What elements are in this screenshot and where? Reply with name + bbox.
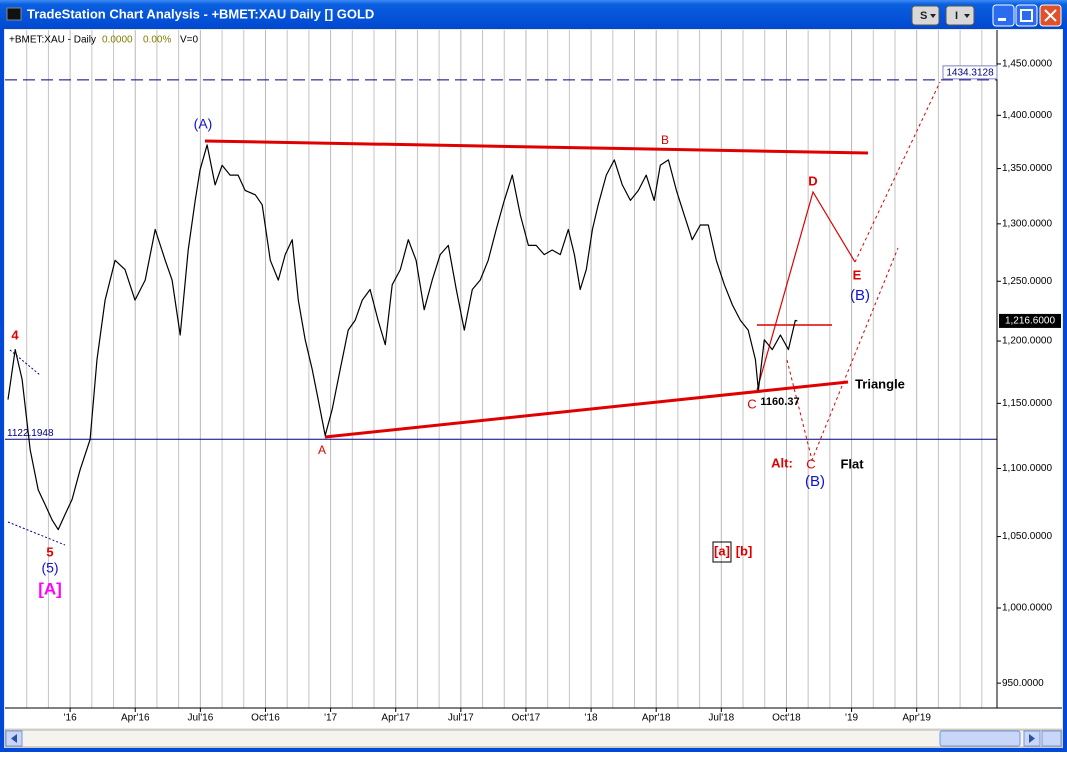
x-tick-label: '19	[845, 713, 858, 724]
x-tick-label: Jul'16	[187, 713, 213, 724]
close-button[interactable]	[1039, 4, 1062, 27]
wave-label: D	[808, 173, 817, 188]
channel-line	[9, 349, 41, 376]
window-title: TradeStation Chart Analysis - +BMET:XAU …	[27, 6, 374, 21]
minimize-button[interactable]	[992, 4, 1015, 27]
wave-label: [a]	[714, 543, 730, 558]
wave-label: [b]	[736, 543, 753, 558]
s-button-label[interactable]: S	[920, 10, 927, 22]
i-button-label[interactable]: I	[955, 10, 958, 22]
i-button[interactable]: I	[945, 5, 975, 26]
wave-label: 5	[46, 544, 53, 559]
maximize-button[interactable]	[1015, 4, 1038, 27]
trendline	[204, 139, 869, 155]
wave-label: C	[747, 396, 756, 411]
wave-label: 1160.37	[760, 396, 799, 408]
trendline	[324, 380, 849, 439]
price-axis-area	[997, 30, 1062, 708]
price-layer	[7, 144, 798, 531]
x-tick-label: Apr'19	[902, 713, 931, 724]
y-tick-label: 1,150.0000	[1002, 398, 1052, 409]
reference-label-box	[942, 65, 998, 80]
wave-label: Triangle	[855, 376, 905, 391]
y-tick-label: 1,400.0000	[1002, 110, 1052, 121]
reference-layer	[5, 79, 997, 440]
wave-label: [A]	[38, 579, 62, 598]
plot-area	[5, 30, 997, 708]
horizontal-scrollbar[interactable]	[4, 729, 1063, 748]
last-price-label: 1,216.6000	[1005, 316, 1055, 327]
y-tick-label: 1,050.0000	[1002, 531, 1052, 542]
wave-label: C	[806, 456, 815, 471]
wave-label: B	[661, 133, 669, 147]
x-tick-label: Oct'17	[512, 713, 541, 724]
reference-label: 1434.3128	[946, 68, 994, 79]
wave-label: (B)	[850, 287, 870, 304]
x-tick-label: Apr'18	[642, 713, 671, 724]
x-tick-label: Oct'18	[772, 713, 801, 724]
x-tick-label: Apr'17	[381, 713, 410, 724]
y-tick-label: 950.0000	[1002, 678, 1044, 689]
status-change: 0.0000	[102, 35, 133, 46]
title-bar	[0, 0, 1067, 29]
y-tick-label: 1,200.0000	[1002, 336, 1052, 347]
y-tick-label: 1,250.0000	[1002, 276, 1052, 287]
wave-label: (5)	[41, 560, 58, 576]
wave-label: (B)	[805, 473, 825, 490]
x-tick-label: '16	[64, 713, 77, 724]
y-tick-label: 1,350.0000	[1002, 163, 1052, 174]
s-button[interactable]: S	[911, 5, 940, 26]
wave-label: E	[853, 267, 862, 282]
wave-label: (A)	[194, 116, 213, 132]
x-tick-label: '17	[324, 713, 337, 724]
x-tick-label: Apr'16	[121, 713, 150, 724]
y-tick-label: 1,300.0000	[1002, 218, 1052, 229]
wave-label: 4	[11, 327, 19, 342]
time-axis-area	[5, 708, 1062, 728]
y-tick-label: 1,450.0000	[1002, 59, 1052, 70]
triangle-path	[756, 190, 856, 391]
alt-projection	[786, 247, 899, 462]
x-tick-label: Oct'16	[251, 713, 280, 724]
grid-layer	[26, 30, 983, 708]
symbol-status: +BMET:XAU - Daily	[9, 35, 96, 46]
app-icon	[6, 7, 22, 21]
last-price-box	[999, 313, 1061, 328]
y-tick-label: 1,100.0000	[1002, 463, 1052, 474]
status-change-pct: 0.00%	[143, 35, 171, 46]
drawing-tools	[7, 81, 941, 563]
price-line	[7, 144, 798, 531]
label-box	[712, 541, 732, 563]
status-volume: V=0	[180, 35, 199, 46]
x-tick-label: Jul'18	[708, 713, 734, 724]
reference-label: 1122.1948	[7, 428, 54, 439]
wave-label: A	[318, 443, 326, 457]
x-tick-label: '18	[585, 713, 598, 724]
y-tick-label: 1,000.0000	[1002, 603, 1052, 614]
wave-label: Alt:	[771, 455, 793, 470]
wave-label: Flat	[840, 456, 864, 471]
x-tick-label: Jul'17	[448, 713, 474, 724]
